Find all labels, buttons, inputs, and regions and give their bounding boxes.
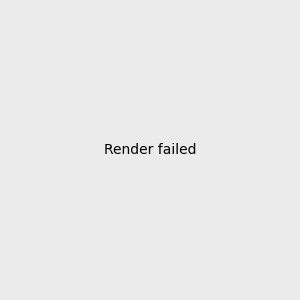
Text: Render failed: Render failed	[104, 143, 196, 157]
